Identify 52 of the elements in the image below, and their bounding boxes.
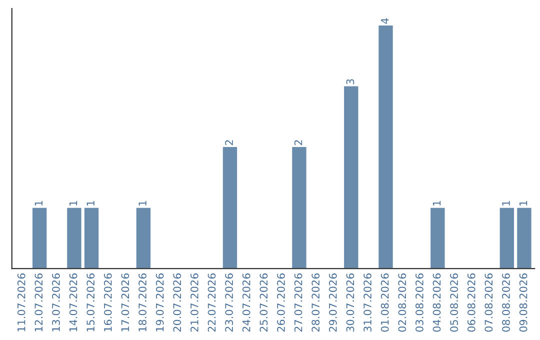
x-tick-label: 27.07.2026: [294, 273, 302, 332]
bar: [67, 208, 82, 269]
x-tick-label: 11.07.2026: [17, 273, 26, 332]
x-tick-label: 02.08.2026: [398, 273, 406, 332]
x-tick-label: 05.08.2026: [450, 273, 458, 332]
x-tick-label: 26.07.2026: [277, 273, 285, 332]
x-tick-label: 08.08.2026: [502, 273, 510, 332]
x-tick-label: 24.07.2026: [242, 273, 250, 332]
x-tick-label: 17.07.2026: [121, 273, 130, 332]
bar: [292, 147, 306, 269]
data-label: 2: [294, 140, 302, 146]
bar: [84, 208, 99, 269]
x-tick-label: 19.07.2026: [156, 273, 164, 332]
bar: [136, 208, 151, 269]
data-label: 1: [138, 200, 146, 206]
x-tick-label: 07.08.2026: [484, 273, 493, 332]
bar: [344, 86, 358, 269]
x-tick-label: 21.07.2026: [190, 273, 198, 332]
x-tick-label: 15.07.2026: [86, 273, 95, 332]
data-label: 4: [381, 18, 389, 24]
x-tick-label: 31.07.2026: [364, 273, 372, 332]
x-tick-label: 09.08.2026: [519, 273, 528, 332]
data-label: 1: [502, 200, 510, 206]
data-label: 2: [225, 140, 233, 146]
x-tick-label: 23.07.2026: [225, 273, 233, 332]
x-tick-label: 30.07.2026: [346, 273, 354, 332]
bar: [517, 208, 532, 269]
data-label: 3: [346, 79, 354, 84]
x-tick-label: 04.08.2026: [432, 273, 441, 332]
bar: [32, 208, 47, 269]
data-label: 1: [69, 200, 78, 206]
data-label: 1: [519, 200, 528, 206]
x-tick-label: 25.07.2026: [260, 273, 268, 332]
x-tick-label: 14.07.2026: [69, 273, 78, 332]
x-tick-label: 28.07.2026: [312, 273, 320, 332]
x-tick-label: 18.07.2026: [138, 273, 146, 332]
data-label: 1: [34, 200, 42, 206]
data-label: 1: [432, 200, 441, 206]
x-tick-label: 16.07.2026: [104, 273, 112, 332]
bar: [378, 26, 393, 269]
x-tick-label: 03.08.2026: [416, 273, 424, 332]
x-tick-label: 13.07.2026: [52, 273, 60, 332]
data-label: 1: [86, 200, 94, 206]
x-tick-label: 12.07.2026: [34, 273, 43, 332]
bar: [430, 208, 445, 269]
bar: [500, 208, 514, 269]
x-tick-label: 22.07.2026: [208, 273, 216, 332]
bar: [222, 147, 238, 269]
x-tick-label: 29.07.2026: [328, 273, 337, 332]
x-tick-label: 20.07.2026: [173, 273, 182, 332]
x-tick-label: 06.08.2026: [467, 273, 476, 332]
x-tick-label: 01.08.2026: [380, 273, 389, 332]
